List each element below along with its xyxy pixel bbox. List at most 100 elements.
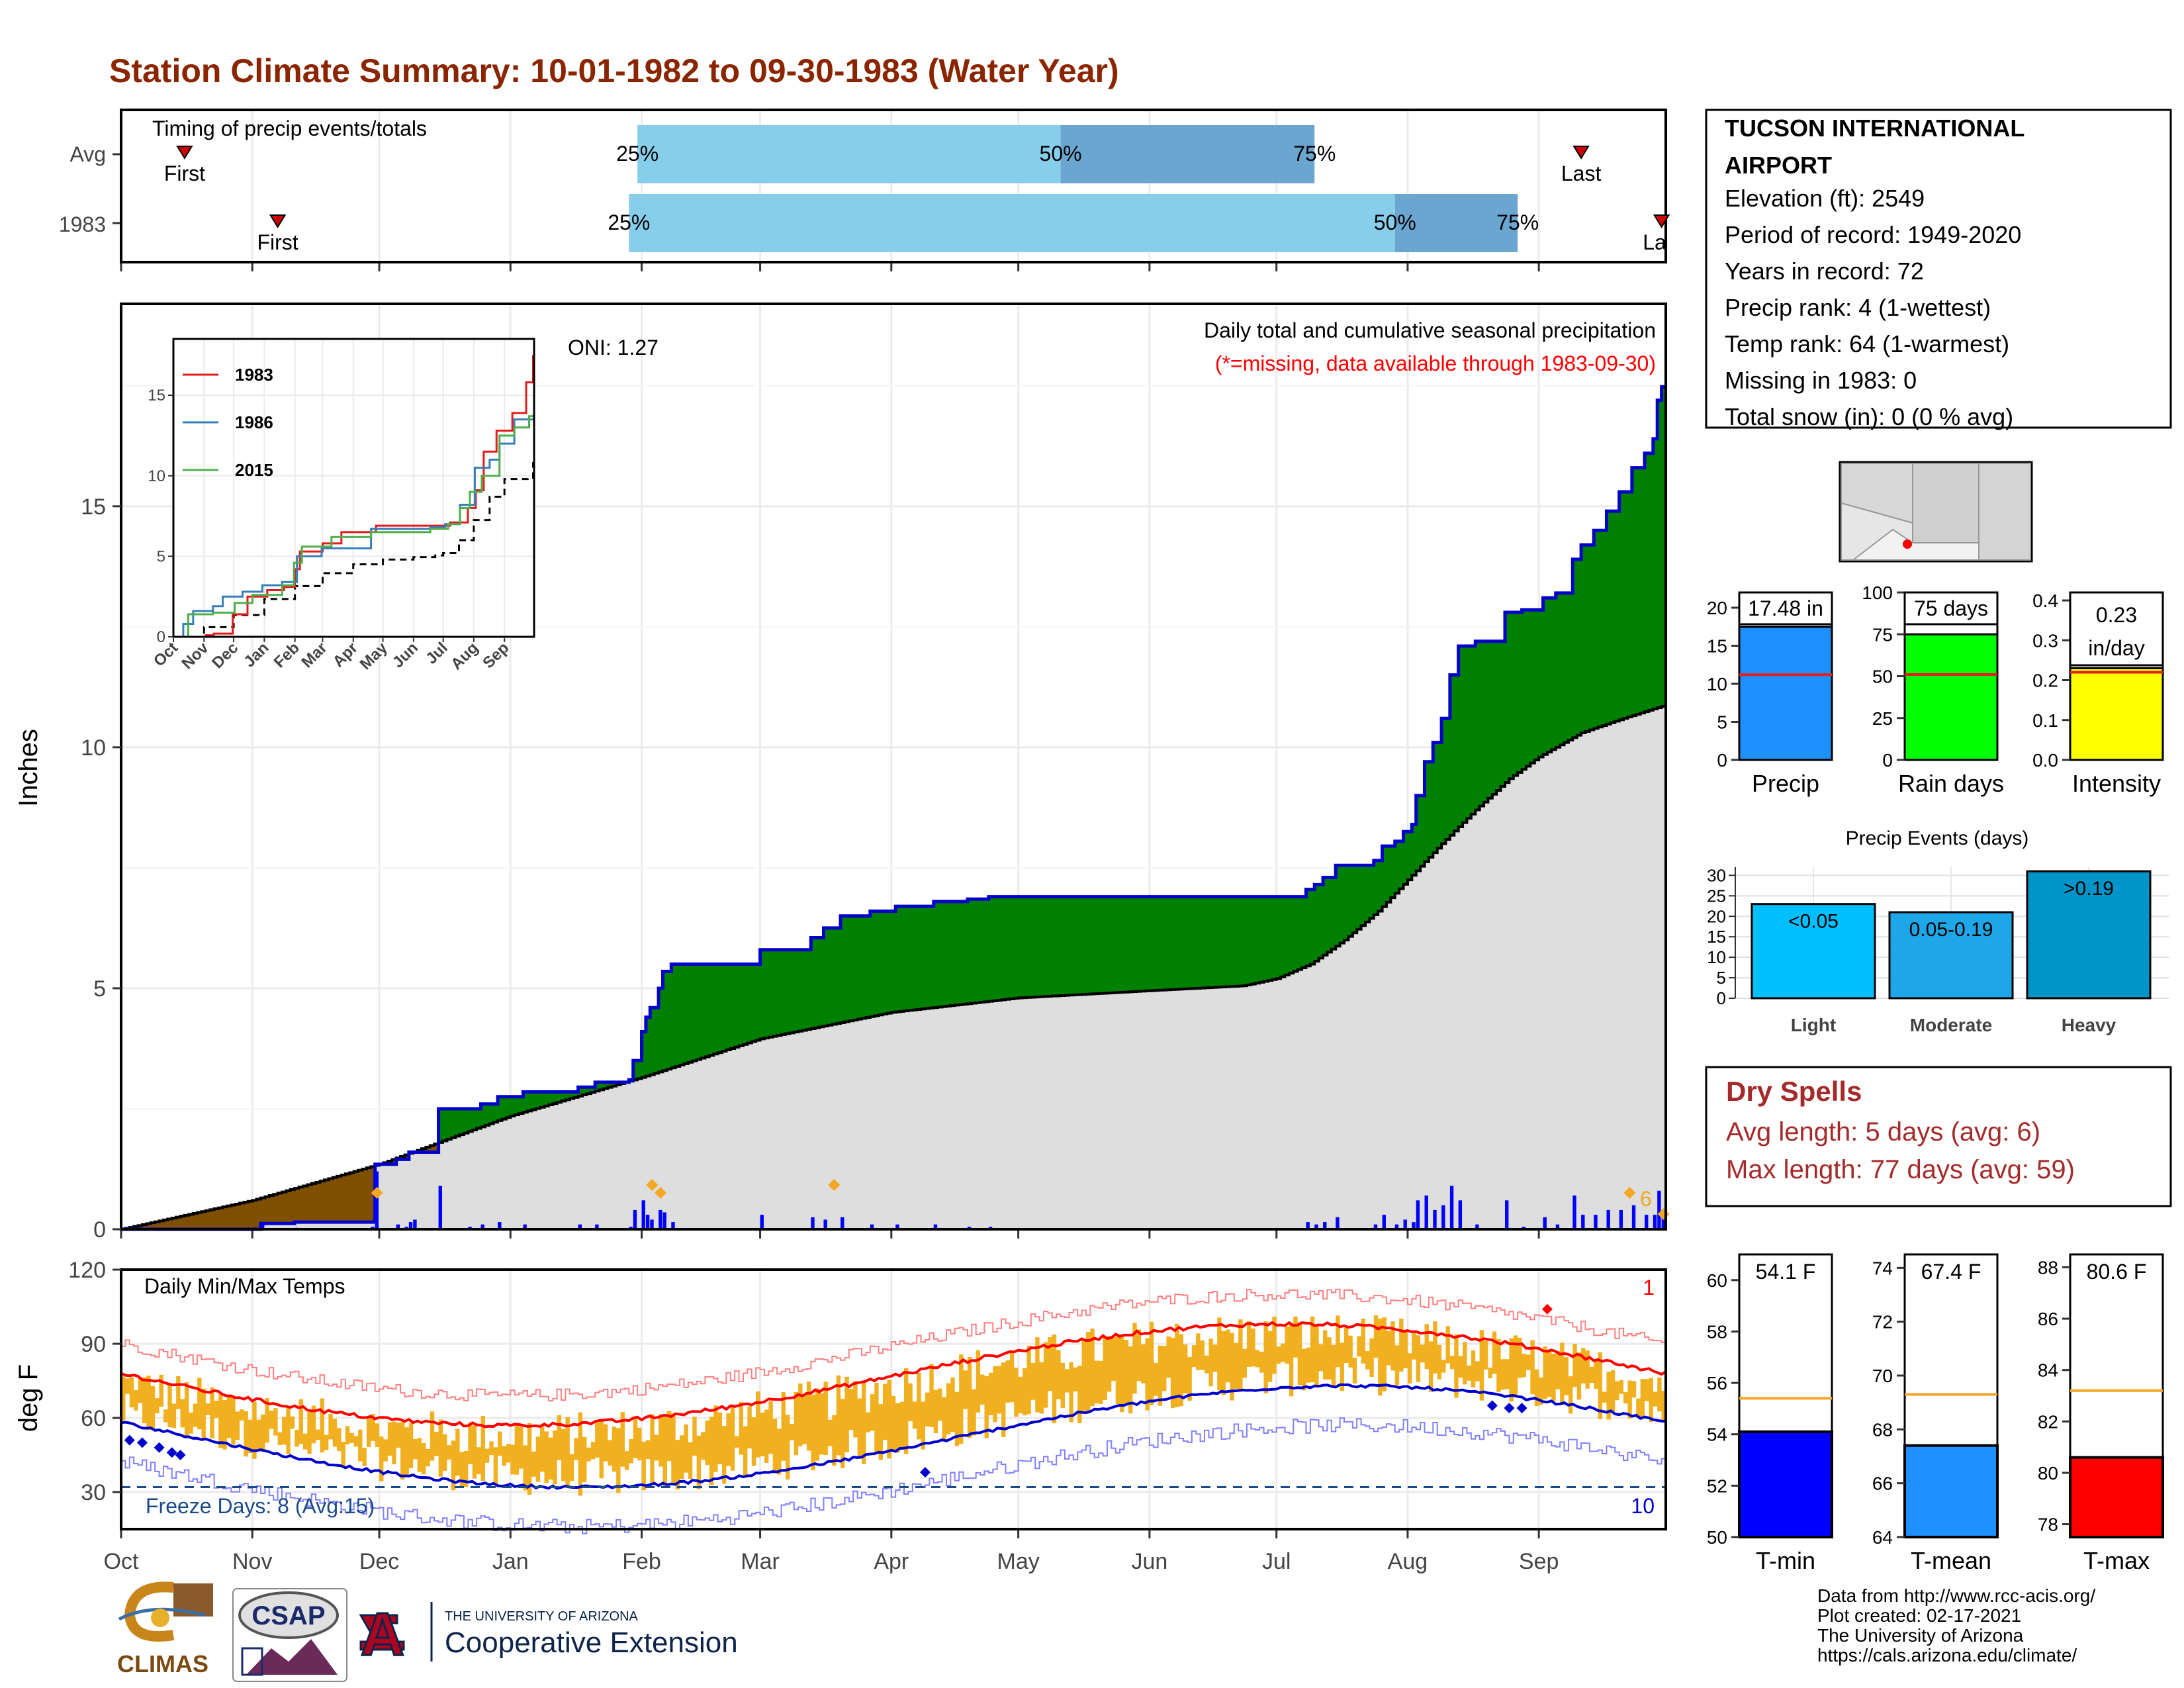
events-ytick-label: 15 (1707, 927, 1726, 947)
daily-temp-range-bars (121, 1315, 1666, 1496)
locator-map (1839, 461, 2033, 563)
record-temp-marker (166, 1447, 177, 1458)
inset-series-1986 (173, 418, 533, 638)
inset-ytick-label: 0 (157, 628, 165, 646)
temp-ytick-label: 120 (68, 1258, 106, 1283)
timing-pct-label: 75% (1496, 211, 1539, 234)
summary-ytick-label: 0.3 (2032, 630, 2058, 651)
station-location-marker (1903, 539, 1912, 549)
summary-ytick-label: 20 (1707, 598, 1727, 618)
summary-bar-rain-days (1903, 633, 1999, 761)
freeze-days-label: Freeze Days: 8 (Avg:15) (146, 1494, 375, 1518)
daily-precip-bar (1403, 1219, 1407, 1229)
normal-max-line (120, 1321, 1666, 1429)
temp-summary-ytick-label: 82 (2038, 1411, 2058, 1432)
record-high-line (121, 1288, 1666, 1402)
precip-ytick-label: 10 (81, 735, 106, 761)
record-temp-marker (154, 1442, 165, 1453)
temp-summary-ytick-label: 84 (2038, 1360, 2058, 1381)
summary-bars: 0 5 10 15 20 17.48 in Precip 0 25 50 75 100 75 days R… (1707, 583, 2164, 797)
station-info-line: Period of record: 1949-2020 (1725, 221, 2021, 248)
inset-series-2015 (173, 414, 535, 638)
temp-summary-bar-name: T-mean (1911, 1547, 1991, 1574)
temp-summary-ytick-label: 58 (1707, 1321, 1727, 1342)
station-info-line: Precip rank: 4 (1-wettest) (1725, 294, 1991, 321)
daily-precip-bar (895, 1224, 899, 1229)
summary-ytick-label: 5 (1717, 712, 1727, 733)
credit-line: https://cals.arizona.edu/climate/ (1817, 1645, 2077, 1665)
inset-series-1983 (173, 355, 535, 638)
events-bar-light (1751, 903, 1876, 1000)
precip-ytick-label: 5 (93, 976, 106, 1002)
timing-pct-label: 25% (608, 211, 650, 234)
daily-precip-bar (408, 1222, 413, 1229)
month-tick-label: Jun (1131, 1549, 1167, 1574)
daily-precip-bar (1382, 1215, 1386, 1229)
station-info-line: Temp rank: 64 (1-warmest) (1725, 330, 2009, 357)
temp-summary-ytick-label: 60 (1707, 1270, 1727, 1291)
summary-value-unit: in/day (2088, 636, 2144, 660)
heavy-event-marker (371, 1187, 383, 1199)
daily-precip-bar (1412, 1222, 1416, 1229)
logos: CLIMAS CSAP A THE UNIVERSITY OF ARIZONA … (114, 1581, 738, 1682)
month-tick-label: Nov (232, 1549, 272, 1574)
month-tick-label: Jul (1262, 1549, 1291, 1574)
summary-bar-precip (1738, 626, 1833, 761)
record-temp-marker (1504, 1403, 1515, 1414)
station-info-line: Total snow (in): 0 (0 % avg) (1725, 403, 2013, 430)
record-temp-marker (1541, 1303, 1553, 1315)
daily-precip-bar (396, 1224, 400, 1229)
daily-precip-bar (523, 1224, 527, 1229)
timing-pct-label: 75% (1293, 142, 1336, 165)
last-event-label: Last (1561, 162, 1602, 185)
above-avg-area (375, 387, 1666, 1166)
timing-pct-label: 50% (1040, 142, 1082, 165)
month-tick-label: Dec (359, 1549, 399, 1574)
daily-precip-bar (1572, 1196, 1576, 1229)
inset-ytick-label: 15 (148, 387, 165, 404)
avg-cumulative-area (121, 706, 1666, 1229)
daily-precip-bar (662, 1212, 666, 1229)
events-ytick-label: 20 (1707, 906, 1726, 926)
summary-ytick-label: 0 (1717, 750, 1727, 771)
daily-precip-bar (1475, 1224, 1479, 1229)
temp-summary-ytick-label: 56 (1707, 1373, 1727, 1393)
daily-precip-bar (841, 1217, 844, 1229)
inset-ytick-label: 10 (148, 467, 165, 485)
events-bar-moderate (1888, 911, 2014, 1000)
month-tick-label: Sep (1519, 1549, 1559, 1574)
credit-line: Plot created: 02-17-2021 (1817, 1605, 2021, 1626)
last-event-marker (1572, 146, 1590, 160)
precip-caption: Daily total and cumulative seasonal prec… (1204, 318, 1656, 342)
events-category-label: Light (1791, 1015, 1836, 1035)
precip-events-title: Precip Events (days) (1846, 827, 2029, 849)
daily-precip-bar (1373, 1224, 1378, 1229)
daily-precip-bar (1336, 1217, 1340, 1229)
temp-summary-ytick-label: 68 (1872, 1419, 1893, 1440)
daily-precip-bar (1653, 1215, 1657, 1229)
credits: Data from http://www.rcc-acis.org/Plot c… (1817, 1585, 2095, 1665)
daily-precip-bar (641, 1200, 645, 1229)
station-info-line: Elevation (ft): 2549 (1725, 185, 1925, 212)
inset-legend-label: 1986 (235, 412, 273, 432)
daily-precip-bar (671, 1222, 675, 1229)
temp-summary-ytick-label: 86 (2038, 1309, 2058, 1329)
daily-precip-bar (1323, 1222, 1327, 1229)
ua-logo-small: THE UNIVERSITY OF ARIZONA (445, 1609, 639, 1624)
daily-precip-bar (1657, 1190, 1661, 1229)
inset-legend-label: 1983 (235, 365, 273, 385)
temp-summary-value-label: 54.1 F (1756, 1260, 1816, 1284)
temp-summary-ytick-label: 72 (1872, 1312, 1893, 1333)
inset-legend-label: 2015 (235, 460, 273, 480)
temp-axis-title: deg F (14, 1364, 43, 1432)
temp-summary-bars: 50 52 54 56 58 60 54.1 F T-min 64 66 68 70 72 74 67.4 … (1707, 1253, 2164, 1574)
events-bar-heavy (2026, 870, 2152, 1000)
precip-panel: 0 5 10 15 Inches ONI: 1.27 Daily total and … (14, 303, 1670, 1243)
first-event-label: First (164, 162, 205, 185)
climas-logo-text: CLIMAS (117, 1650, 208, 1677)
temp-summary-bar-t-min (1738, 1430, 1833, 1538)
station-name-line2: AIRPORT (1725, 152, 1832, 179)
station-name-line1: TUCSON INTERNATIONAL (1725, 115, 2025, 142)
summary-bar-name: Precip (1752, 770, 1819, 797)
climas-logo: CLIMAS (114, 1581, 213, 1677)
